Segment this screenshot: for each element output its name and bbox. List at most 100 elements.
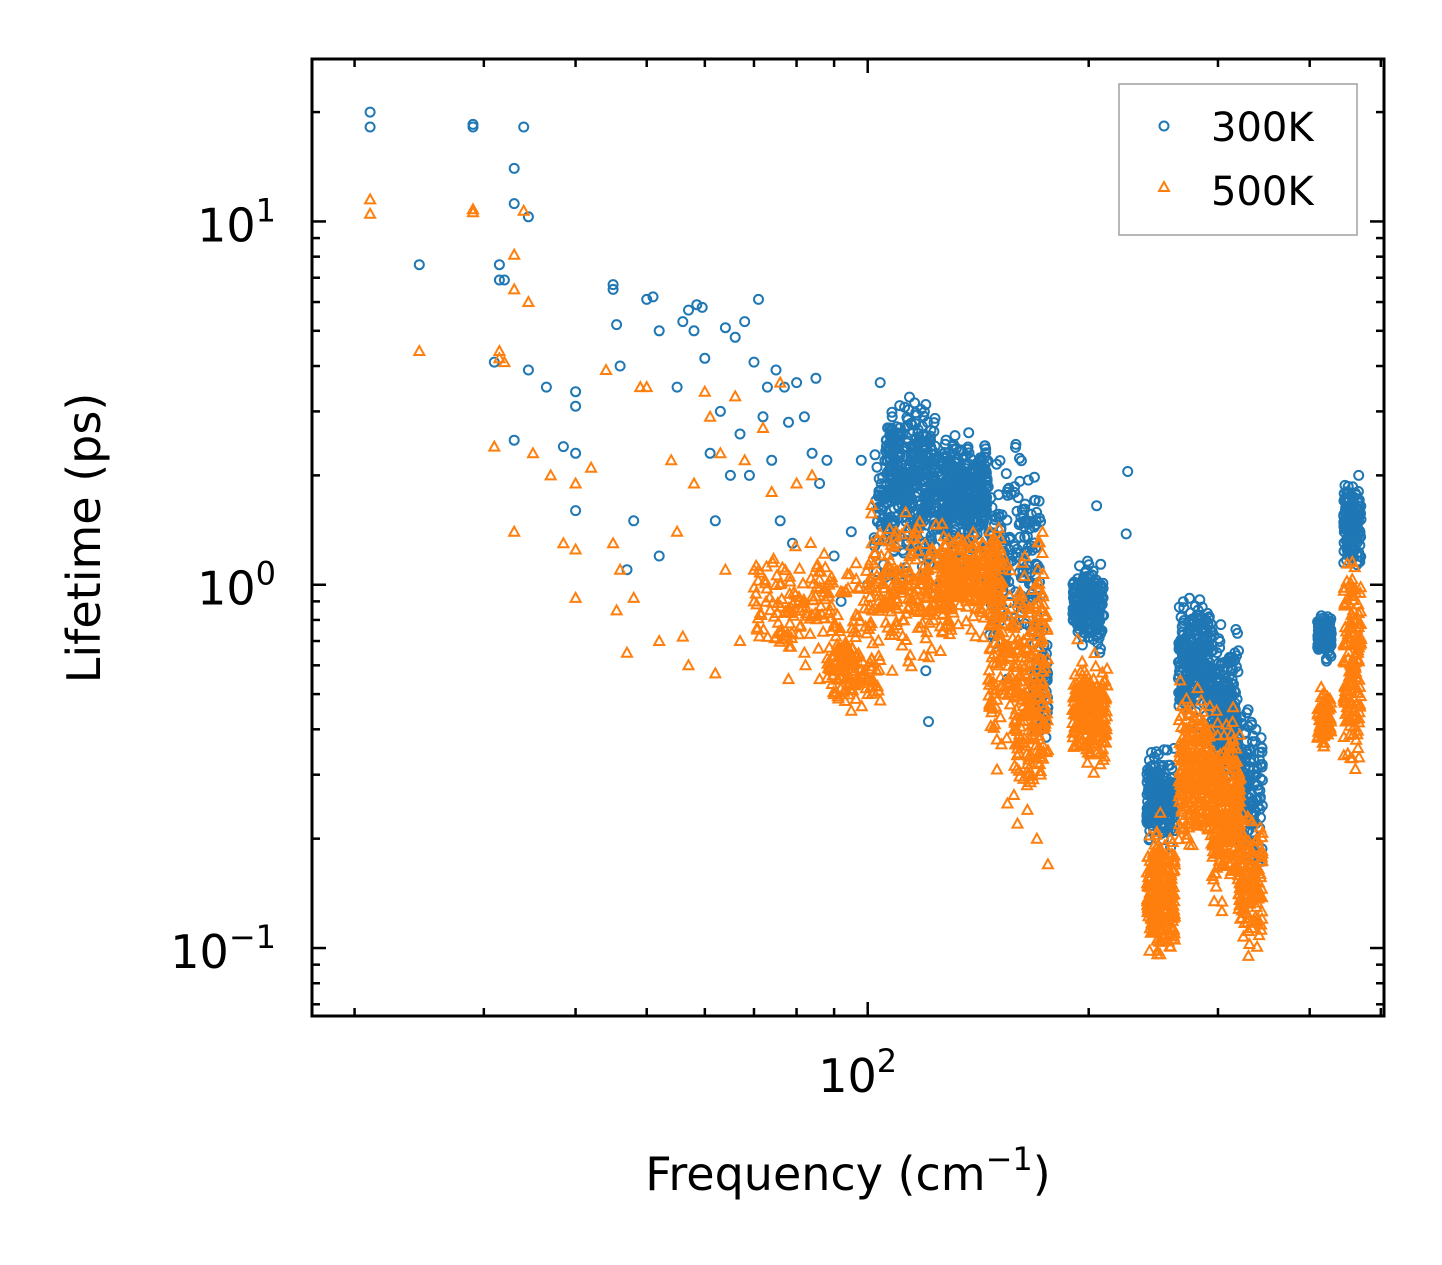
point-300k [714, 405, 726, 417]
point-300k [1085, 597, 1097, 609]
point-500k [1024, 650, 1039, 663]
point-300k [898, 441, 910, 453]
point-300k [1010, 441, 1021, 453]
point-500k [832, 624, 847, 637]
point-300k [1205, 618, 1217, 630]
point-500k [925, 641, 939, 654]
point-500k [1003, 667, 1018, 680]
point-500k [492, 351, 507, 364]
point-500k [749, 558, 763, 571]
point-300k [1072, 599, 1084, 611]
point-300k [570, 400, 582, 412]
point-500k [945, 602, 959, 615]
point-300k [887, 478, 899, 490]
point-300k [985, 492, 997, 504]
point-500k [1032, 714, 1047, 727]
point-500k [556, 536, 571, 549]
point-500k [995, 649, 1009, 662]
point-500k [1014, 586, 1028, 599]
point-300k [653, 550, 665, 562]
point-500k [1017, 713, 1031, 726]
point-300k [1185, 664, 1196, 676]
point-500k [1039, 608, 1054, 621]
point-500k [1017, 569, 1032, 582]
point-500k [1015, 692, 1029, 705]
point-500k [412, 343, 426, 356]
point-500k [1035, 545, 1050, 558]
point-500k [797, 645, 812, 658]
point-300k [1207, 644, 1219, 656]
point-300k [874, 377, 886, 389]
point-500k [954, 571, 969, 584]
point-300k [1314, 632, 1326, 644]
point-300k [949, 457, 961, 469]
point-500k [849, 571, 863, 584]
point-300k [1221, 693, 1233, 705]
point-300k [1183, 627, 1195, 639]
point-300k [683, 304, 694, 316]
point-300k [1247, 730, 1259, 742]
point-300k [1093, 611, 1105, 623]
point-500k [987, 531, 1001, 544]
point-500k [934, 542, 949, 555]
point-500k [1014, 645, 1029, 658]
point-500k [992, 577, 1006, 590]
point-500k [788, 539, 803, 552]
point-500k [842, 642, 856, 655]
point-500k [1015, 555, 1029, 568]
point-300k [1340, 535, 1352, 547]
point-500k [875, 533, 889, 546]
point-500k [1006, 630, 1020, 643]
point-500k [1010, 684, 1025, 697]
point-500k [964, 622, 979, 635]
point-300k [798, 411, 810, 423]
point-500k [1010, 816, 1025, 829]
point-500k [752, 629, 767, 642]
point-500k [599, 362, 613, 375]
point-500k [934, 545, 949, 558]
point-300k [1018, 503, 1030, 515]
point-300k [1122, 466, 1134, 477]
point-500k [784, 639, 798, 652]
point-500k [1007, 657, 1022, 670]
point-500k [871, 633, 886, 646]
point-500k [507, 247, 521, 260]
point-300k [1324, 617, 1335, 629]
point-500k [924, 602, 938, 615]
point-500k [962, 544, 976, 557]
point-500k [908, 572, 922, 585]
point-300k [1256, 741, 1268, 753]
point-500k [982, 677, 996, 690]
point-500k [1153, 805, 1167, 818]
point-500k [958, 563, 973, 576]
point-500k [1003, 697, 1017, 710]
point-500k [969, 629, 983, 642]
point-500k [993, 670, 1008, 683]
point-500k [749, 586, 763, 599]
point-500k [1215, 904, 1229, 917]
point-500k [783, 574, 797, 587]
point-500k [1019, 747, 1034, 760]
point-500k [1016, 633, 1031, 646]
point-500k [1033, 764, 1048, 777]
point-500k [1020, 757, 1035, 770]
point-500k [863, 618, 877, 631]
point-500k [1023, 623, 1038, 636]
point-300k [958, 465, 970, 477]
point-300k [774, 515, 786, 527]
point-500k [834, 640, 848, 653]
point-500k [1080, 674, 1094, 687]
point-500k [1030, 831, 1044, 844]
point-500k [1033, 746, 1048, 759]
point-500k [859, 563, 874, 576]
point-500k [713, 446, 728, 459]
point-500k [990, 732, 1004, 745]
point-300k [1198, 635, 1209, 647]
point-300k [1029, 494, 1041, 506]
point-500k [1029, 738, 1043, 751]
point-500k [1007, 618, 1021, 631]
point-500k [718, 562, 733, 575]
point-500k [831, 691, 846, 704]
point-300k [1245, 716, 1257, 728]
point-300k [1082, 555, 1094, 567]
